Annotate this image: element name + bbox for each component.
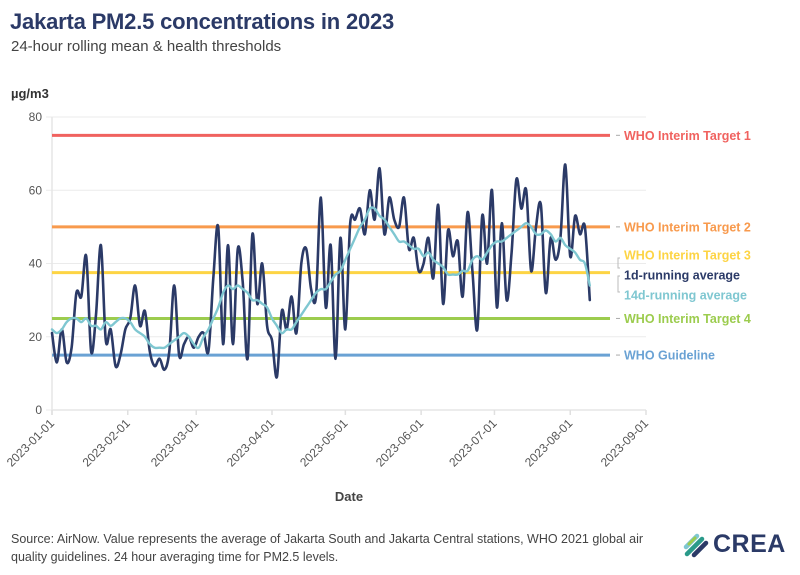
y-tick-label: 40 <box>29 257 43 271</box>
crea-logo-text: CREA <box>713 530 786 558</box>
chart-title: Jakarta PM2.5 concentrations in 2023 <box>10 9 395 34</box>
y-axis-unit: µg/m3 <box>11 86 49 101</box>
legend-bracket <box>617 275 620 293</box>
x-tick-label: 2023-05-01 <box>297 416 351 470</box>
x-tick-label: 2023-07-01 <box>446 416 500 470</box>
y-tick-label: 0 <box>35 403 42 417</box>
crea-logo: CREA <box>683 530 786 559</box>
crea-logo-icon <box>683 533 709 557</box>
x-tick-label: 2023-04-01 <box>224 416 278 470</box>
legend-label-who-interim-target-3: WHO Interim Target 3 <box>624 249 751 263</box>
legend-label-1d-running-average: 1d-running average <box>624 269 740 283</box>
chart-area: 0 20 40 60 80 2023-01-01 2023-02-01 2023-03-01 2… <box>4 110 751 504</box>
legend-label-who-interim-target-4: WHO Interim Target 4 <box>624 312 751 326</box>
y-tick-label: 60 <box>29 183 43 197</box>
series-layer <box>50 163 592 379</box>
legend-label-who-guideline: WHO Guideline <box>624 349 715 363</box>
x-tick-label: 2023-02-01 <box>80 416 134 470</box>
legend-label-14d-running-average: 14d-running average <box>624 289 747 303</box>
chart-subtitle: 24-hour rolling mean & health thresholds <box>11 38 282 55</box>
legend: WHO Interim Target 1 WHO Interim Target 2… <box>616 129 751 363</box>
x-tick-label: 2023-08-01 <box>522 416 576 470</box>
y-tick-label: 80 <box>29 110 43 124</box>
series-line-14d-running-average <box>50 206 591 350</box>
series-line-1d-running-average <box>50 163 592 379</box>
y-tick-label: 20 <box>29 330 43 344</box>
grid <box>46 116 646 411</box>
x-tick-label: 2023-06-01 <box>373 416 427 470</box>
legend-label-who-interim-target-2: WHO Interim Target 2 <box>624 220 751 234</box>
legend-label-who-interim-target-1: WHO Interim Target 1 <box>624 129 751 143</box>
source-note: Source: AirNow. Value represents the ave… <box>11 532 644 564</box>
x-tick-label: 2023-09-01 <box>598 416 652 470</box>
x-axis-label: Date <box>335 489 363 504</box>
x-tick-label: 2023-01-01 <box>4 416 58 470</box>
x-tick-label: 2023-03-01 <box>148 416 202 470</box>
legend-bracket <box>617 257 620 269</box>
